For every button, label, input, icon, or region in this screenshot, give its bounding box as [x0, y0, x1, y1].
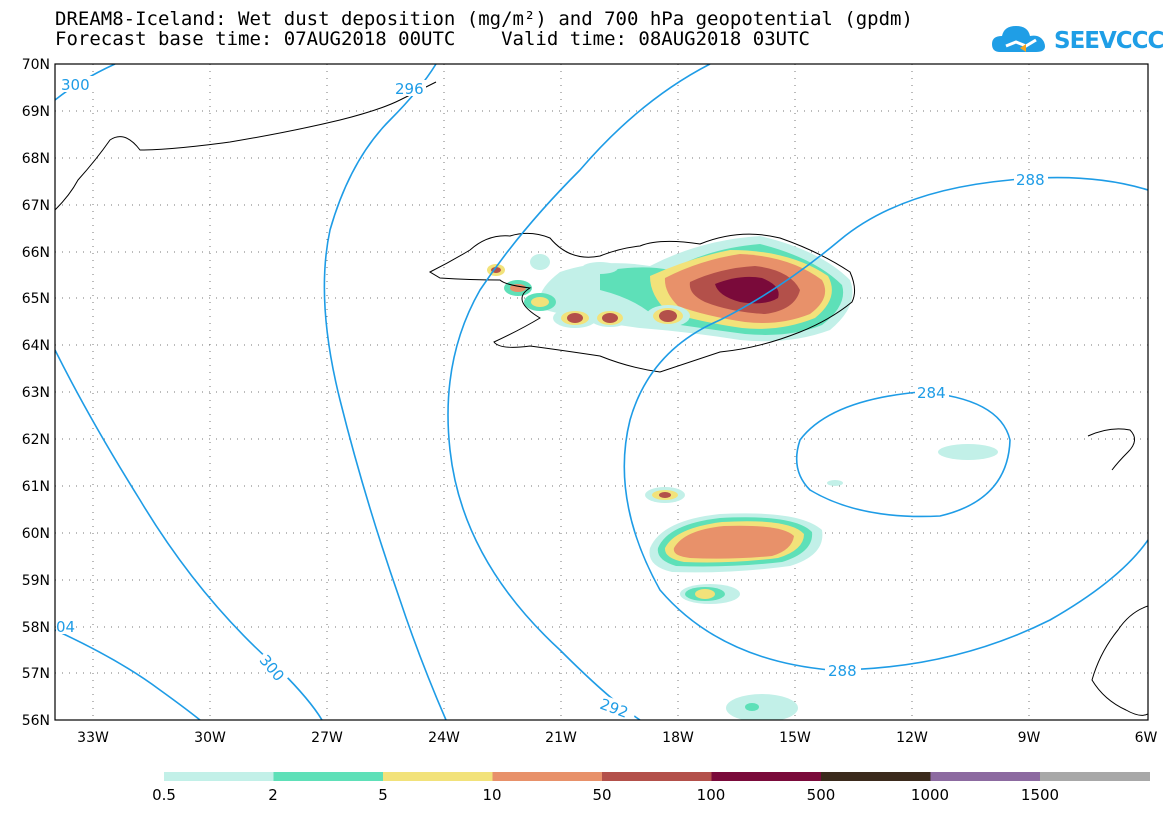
cloud-icon: [992, 26, 1045, 52]
lat-tick-label: 68N: [22, 151, 50, 167]
lat-tick-label: 59N: [22, 573, 50, 589]
contour-label-296: 296: [395, 80, 424, 98]
longitude-axis: 33W 30W 27W 24W 21W 18W 15W 12W 9W 6W: [77, 730, 1157, 746]
colorbar-label: 1500: [1020, 786, 1060, 804]
lat-tick-label: 65N: [22, 291, 50, 307]
latitude-axis: 70N 69N 68N 67N 66N 65N 64N 63N 62N 61N …: [22, 57, 50, 729]
contour-label-288-bottom: 288: [828, 662, 857, 680]
colorbar-swatch: [383, 772, 493, 781]
lon-tick-label: 33W: [77, 730, 109, 746]
contour-labels: 300 296 288 284 288 300 04 292: [56, 76, 1048, 722]
colorbar-label: 0.5: [152, 786, 176, 804]
lon-tick-label: 30W: [194, 730, 226, 746]
colorbar-swatch: [273, 772, 384, 781]
lon-tick-label: 18W: [662, 730, 694, 746]
map-title-line1: DREAM8-Iceland: Wet dust deposition (mg/…: [55, 8, 913, 30]
colorbar-swatch: [602, 772, 712, 781]
contour-label-304-partial: 04: [56, 618, 75, 636]
dust-deposition-ocean: [645, 444, 998, 720]
map-plot-area: 300 296 288 284 288 300 04 292: [55, 64, 1148, 722]
colorbar-label: 5: [378, 786, 388, 804]
lat-tick-label: 66N: [22, 245, 50, 261]
colorbar-label: 2: [268, 786, 278, 804]
lat-tick-label: 70N: [22, 57, 50, 73]
lat-tick-label: 64N: [22, 338, 50, 354]
seevccc-logo: SEEVCCC: [990, 20, 1164, 60]
logo-text: SEEVCCC: [1054, 28, 1164, 54]
colorbar: [164, 772, 1150, 781]
colorbar-label: 10: [482, 786, 502, 804]
lon-tick-label: 15W: [779, 730, 811, 746]
lat-tick-label: 60N: [22, 526, 50, 542]
colorbar-swatch: [492, 772, 603, 781]
colorbar-swatch: [821, 772, 931, 781]
colorbar-label: 50: [592, 786, 612, 804]
colorbar-swatch: [1040, 772, 1150, 781]
coastlines: [55, 81, 1148, 716]
colorbar-label: 100: [696, 786, 726, 804]
map-title-line2: Forecast base time: 07AUG2018 00UTC Vali…: [55, 28, 810, 50]
colorbar-label: 500: [806, 786, 836, 804]
plot-frame: [54, 63, 1149, 721]
contour-label-300-top: 300: [61, 76, 90, 94]
colorbar-swatch: [930, 772, 1041, 781]
contour-label-288-top: 288: [1016, 171, 1045, 189]
colorbar-swatch: [711, 772, 822, 781]
lat-tick-label: 61N: [22, 479, 50, 495]
lon-tick-label: 6W: [1135, 730, 1158, 746]
lat-tick-label: 56N: [22, 713, 50, 729]
contour-label-292: 292: [598, 695, 631, 722]
lon-tick-label: 27W: [311, 730, 343, 746]
lat-tick-label: 62N: [22, 432, 50, 448]
lat-tick-label: 57N: [22, 666, 50, 682]
colorbar-swatch: [164, 772, 274, 781]
graticule: [55, 64, 1148, 720]
lon-tick-label: 21W: [545, 730, 577, 746]
lat-tick-label: 63N: [22, 385, 50, 401]
lat-tick-label: 69N: [22, 104, 50, 120]
dust-deposition-iceland: [487, 236, 853, 342]
lat-tick-label: 58N: [22, 620, 50, 636]
lon-tick-label: 12W: [896, 730, 928, 746]
geopotential-contours: [55, 64, 1148, 720]
lat-tick-label: 67N: [22, 198, 50, 214]
contour-label-284: 284: [917, 384, 946, 402]
lon-tick-label: 24W: [428, 730, 460, 746]
colorbar-label: 1000: [910, 786, 950, 804]
lon-tick-label: 9W: [1018, 730, 1041, 746]
